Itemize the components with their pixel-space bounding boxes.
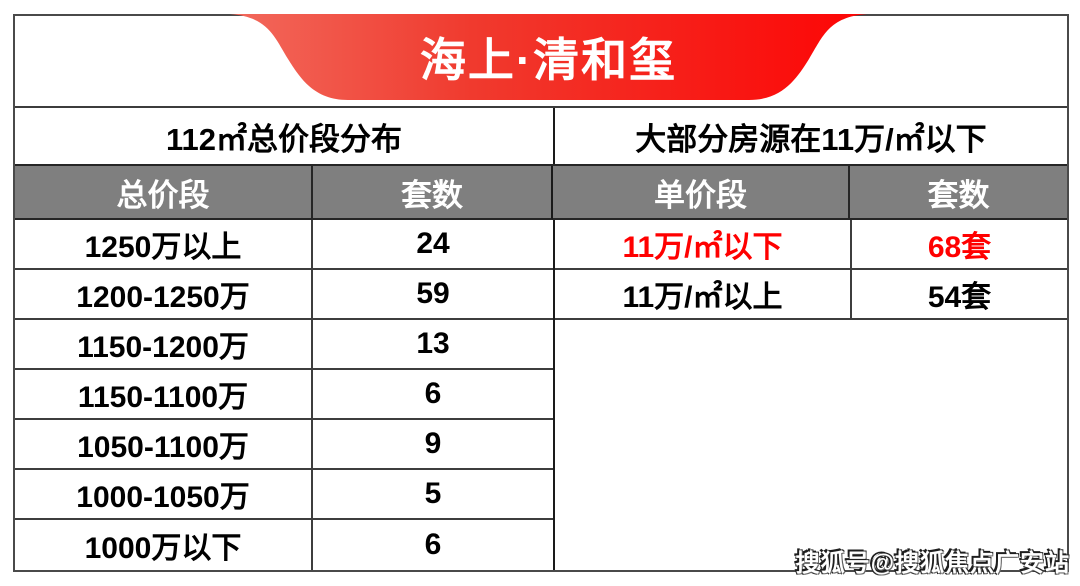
sohu-watermark: 搜狐号@搜狐焦点广安站 bbox=[795, 550, 1070, 577]
right-section-title: 大部分房源在11万/㎡以下 bbox=[635, 121, 987, 157]
unit-count-cell: 68套 bbox=[927, 231, 992, 264]
unit-count-cell: 59 bbox=[416, 277, 450, 310]
price-range-cell: 1250万以上 bbox=[15, 220, 313, 268]
table-row: 1050-1100万 9 bbox=[15, 420, 553, 470]
unit-count-cell: 6 bbox=[424, 377, 442, 410]
left-col-header-price-range: 总价段 bbox=[15, 166, 313, 220]
table-row: 1250万以上 24 bbox=[15, 220, 553, 270]
page-title: 海上·清和玺 bbox=[419, 34, 678, 86]
price-range-cell: 1000万以下 bbox=[15, 520, 313, 570]
table-row: 1000万以下 6 bbox=[15, 520, 553, 570]
table-row: 11万/㎡以上 54套 bbox=[555, 270, 1067, 320]
unit-count-cell: 24 bbox=[416, 227, 450, 260]
tables-body: 1250万以上 24 1200-1250万 59 1150-1200万 13 1… bbox=[15, 220, 1067, 570]
unit-count-cell: 5 bbox=[424, 477, 442, 510]
table-frame: 海上·清和玺 112㎡总价段分布 大部分房源在11万/㎡以下 总价段 套数 单价… bbox=[13, 14, 1069, 572]
table-row: 1000-1050万 5 bbox=[15, 470, 553, 520]
empty-merged-cell bbox=[555, 320, 1067, 570]
unit-price-range-cell: 11万/㎡以下 bbox=[555, 220, 852, 268]
price-range-cell: 1150-1200万 bbox=[15, 320, 313, 368]
table-row: 1150-1100万 6 bbox=[15, 370, 553, 420]
unit-count-cell: 9 bbox=[424, 427, 442, 460]
table-row: 1200-1250万 59 bbox=[15, 270, 553, 320]
banner-area: 海上·清和玺 bbox=[15, 14, 1067, 108]
section-title-row: 112㎡总价段分布 大部分房源在11万/㎡以下 bbox=[15, 108, 1067, 166]
column-header-row: 总价段 套数 单价段 套数 bbox=[15, 166, 1067, 220]
price-range-cell: 1200-1250万 bbox=[15, 270, 313, 318]
right-col-header-unit-price-range: 单价段 bbox=[553, 166, 850, 220]
price-range-cell: 1000-1050万 bbox=[15, 470, 313, 518]
unit-count-cell: 6 bbox=[424, 528, 442, 561]
unit-count-cell: 13 bbox=[416, 327, 450, 360]
table-row: 1150-1200万 13 bbox=[15, 320, 553, 370]
price-range-cell: 1050-1100万 bbox=[15, 420, 313, 468]
unit-price-range-cell: 11万/㎡以上 bbox=[555, 270, 852, 318]
unit-count-cell: 54套 bbox=[927, 281, 992, 314]
right-col-header-unit-count: 套数 bbox=[850, 166, 1067, 220]
price-range-cell: 1150-1100万 bbox=[15, 370, 313, 418]
unit-price-table: 11万/㎡以下 68套 11万/㎡以上 54套 bbox=[555, 220, 1067, 570]
left-col-header-unit-count: 套数 bbox=[313, 166, 553, 220]
red-ribbon-shape bbox=[230, 14, 867, 100]
left-section-title: 112㎡总价段分布 bbox=[15, 108, 555, 164]
table-row-highlighted: 11万/㎡以下 68套 bbox=[555, 220, 1067, 270]
total-price-table: 1250万以上 24 1200-1250万 59 1150-1200万 13 1… bbox=[15, 220, 555, 570]
